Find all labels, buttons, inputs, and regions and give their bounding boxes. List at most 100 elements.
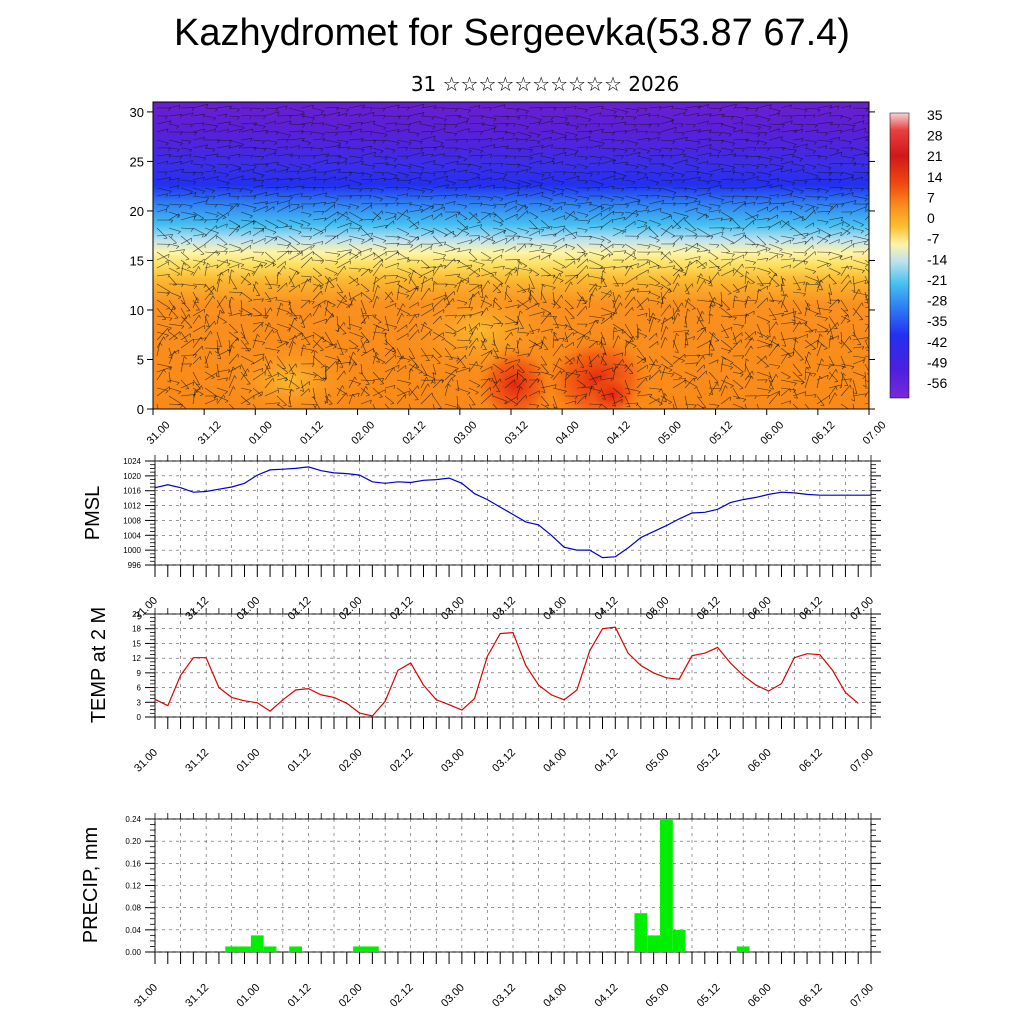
wind-barb	[204, 176, 219, 181]
wind-barb	[276, 169, 288, 173]
wind-barb-tick	[490, 325, 494, 329]
wind-barb-tick	[550, 116, 554, 121]
wind-barb-tick	[261, 175, 265, 178]
wind-barb	[504, 137, 518, 141]
wind-barb-tick	[670, 155, 673, 159]
wind-barb	[192, 176, 205, 181]
wind-barb-tick	[795, 340, 799, 343]
wind-barb-tick	[498, 308, 502, 310]
wind-barb	[264, 192, 279, 197]
wind-barb	[828, 335, 831, 349]
wind-barb	[408, 152, 424, 157]
wind-barb	[420, 303, 434, 309]
wind-barb	[756, 201, 771, 205]
wind-barb-tick	[339, 353, 344, 355]
wind-barb-tick	[301, 111, 305, 115]
wind-barb	[708, 195, 724, 200]
wind-barb	[696, 280, 705, 293]
y-tick-label: 1008	[123, 516, 141, 525]
wind-barb	[228, 296, 232, 309]
wind-barb	[540, 136, 552, 141]
wind-barb	[624, 275, 638, 285]
wind-barb	[660, 363, 673, 371]
wind-barb	[300, 168, 316, 173]
wind-barb-tick	[326, 153, 330, 158]
wind-barb	[240, 203, 257, 209]
wind-barb-tick	[201, 346, 204, 350]
wind-barb	[480, 235, 496, 242]
wind-barb	[288, 235, 301, 244]
wind-barb	[492, 275, 504, 284]
wind-barb-tick	[864, 280, 867, 284]
wind-barb	[780, 200, 794, 205]
wind-barb-tick	[516, 321, 519, 326]
wind-barb	[792, 187, 804, 192]
wind-barb	[552, 215, 565, 221]
wind-barb-tick	[570, 317, 575, 320]
wind-barb-tick	[210, 330, 213, 335]
wind-barb	[180, 235, 191, 244]
wind-barb-tick	[349, 361, 352, 366]
wind-barb-tick	[852, 416, 855, 418]
wind-barb	[408, 387, 419, 400]
wind-barb	[528, 152, 543, 157]
wind-barb	[312, 259, 324, 262]
wind-barb-tick	[516, 214, 518, 218]
wind-barb-tick	[298, 145, 301, 149]
wind-barb-tick	[353, 297, 356, 302]
wind-barb	[192, 371, 200, 386]
wind-barb	[240, 395, 251, 405]
y-tick-label: 25	[130, 154, 144, 169]
wind-barb-tick	[802, 216, 804, 220]
x-tick-label: 05.12	[695, 595, 723, 623]
wind-barb-tick	[862, 376, 866, 380]
wind-barb-tick	[529, 270, 533, 274]
wind-barb-tick	[294, 335, 298, 339]
wind-barb-tick	[369, 188, 373, 192]
wind-barb	[228, 163, 241, 168]
wind-barb-tick	[223, 321, 227, 324]
wind-barb-tick	[262, 353, 265, 358]
wind-barb-tick	[551, 328, 553, 333]
wind-barb	[672, 379, 687, 389]
wind-barb-tick	[406, 155, 409, 160]
wind-barb-tick	[293, 372, 297, 376]
wind-barb-tick	[455, 369, 457, 374]
wind-barb-tick	[668, 402, 672, 405]
wind-barb	[696, 328, 706, 341]
wind-barb-tick	[658, 389, 662, 393]
wind-barb-tick	[206, 104, 209, 108]
wind-barb	[564, 227, 577, 238]
wind-barb	[636, 347, 646, 360]
wind-barb	[624, 163, 639, 167]
wind-barb	[396, 291, 409, 296]
wind-barb	[264, 206, 275, 213]
wind-barb	[720, 258, 734, 261]
wind-barb	[240, 187, 253, 191]
wind-barb	[480, 323, 494, 327]
wind-barb	[636, 261, 650, 269]
wind-barb-tick	[637, 199, 641, 203]
wind-barb	[336, 323, 347, 334]
wind-barb-tick	[487, 280, 490, 285]
wind-barb	[432, 297, 445, 309]
wind-barb	[540, 203, 551, 207]
wind-barb-tick	[407, 240, 411, 244]
wind-barb	[264, 227, 277, 233]
wind-barb	[228, 375, 235, 389]
wind-barb	[780, 139, 797, 145]
wind-barb-tick	[683, 325, 688, 328]
wind-barb	[744, 201, 756, 205]
wind-barb	[360, 202, 373, 205]
wind-barb-tick	[601, 255, 605, 259]
wind-barb-tick	[397, 263, 399, 267]
wind-barb-tick	[873, 167, 876, 169]
wind-barb-tick	[377, 285, 381, 289]
colorbar-label: -49	[927, 354, 947, 370]
wind-barb-tick	[725, 385, 728, 389]
wind-barb-tick	[659, 208, 662, 212]
wind-barb	[204, 107, 218, 109]
wind-barb-tick	[237, 337, 240, 342]
wind-barb	[612, 365, 616, 381]
